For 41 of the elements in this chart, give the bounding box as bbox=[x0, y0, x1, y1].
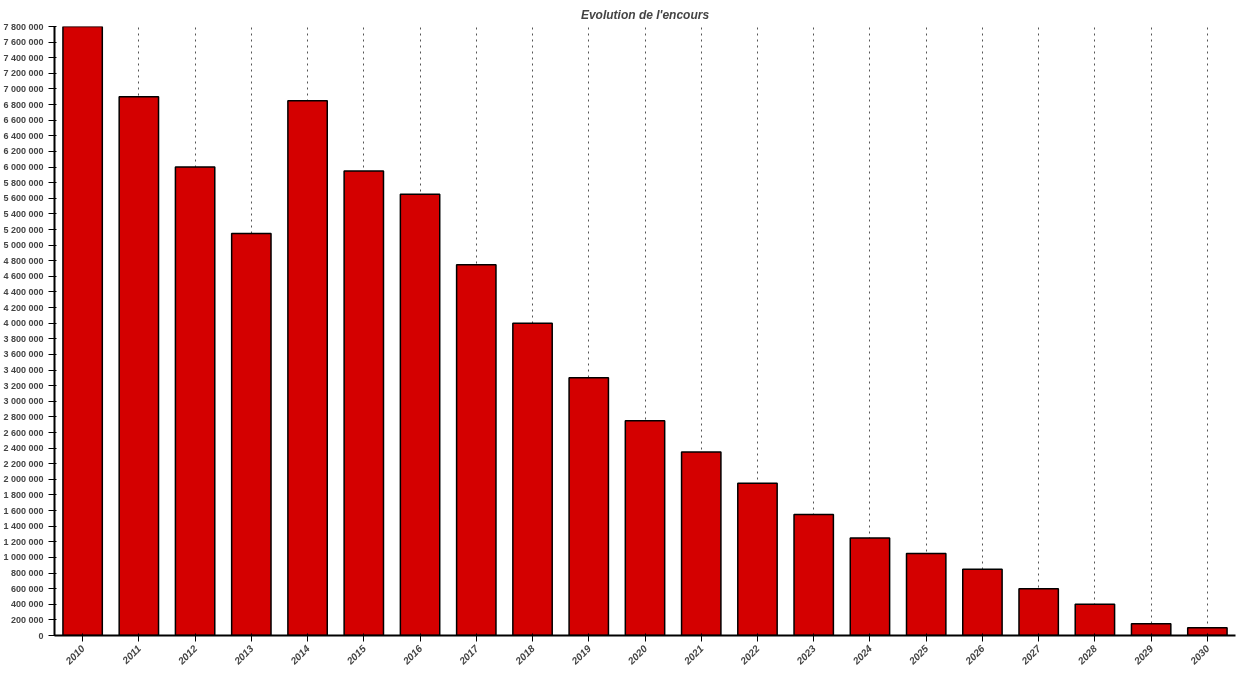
y-tick-label: 4 200 000 bbox=[3, 302, 44, 313]
y-tick-label: 6 400 000 bbox=[3, 130, 44, 141]
y-tick-label: 5 800 000 bbox=[3, 177, 44, 188]
y-tick-label: 3 400 000 bbox=[3, 365, 44, 376]
y-tick-label: 2 600 000 bbox=[3, 427, 44, 438]
y-tick-label: 1 400 000 bbox=[3, 521, 44, 532]
y-tick-label: 6 800 000 bbox=[3, 99, 44, 110]
y-tick-label: 7 000 000 bbox=[3, 83, 44, 94]
y-tick-label: 2 800 000 bbox=[3, 411, 44, 422]
y-tick-label: 5 000 000 bbox=[3, 240, 44, 251]
y-tick-label: 5 600 000 bbox=[3, 193, 44, 204]
y-tick-label: 1 800 000 bbox=[3, 489, 44, 500]
y-tick-label: 3 800 000 bbox=[3, 333, 44, 344]
y-tick-label: 5 200 000 bbox=[3, 224, 44, 235]
y-tick-label: 3 200 000 bbox=[3, 380, 44, 391]
y-tick-label: 7 200 000 bbox=[3, 68, 44, 79]
y-tick-label: 0 bbox=[38, 630, 44, 641]
y-tick-label: 7 400 000 bbox=[3, 52, 44, 63]
y-tick-label: 6 200 000 bbox=[3, 146, 44, 157]
y-tick-label: 6 000 000 bbox=[3, 162, 44, 173]
y-tick-label: 1 200 000 bbox=[3, 536, 44, 547]
y-tick-label: 4 400 000 bbox=[3, 286, 44, 297]
y-tick-label: 7 800 000 bbox=[3, 21, 44, 32]
y-tick-label: 3 000 000 bbox=[3, 396, 44, 407]
y-tick-label: 2 000 000 bbox=[3, 474, 44, 485]
y-tick-label: 4 000 000 bbox=[3, 318, 44, 329]
y-tick-label: 800 000 bbox=[10, 568, 44, 579]
y-tick-label: 4 800 000 bbox=[3, 255, 44, 266]
y-tick-label: 400 000 bbox=[10, 599, 44, 610]
chart-title: Evolution de l'encours bbox=[580, 7, 710, 22]
y-tick-label: 4 600 000 bbox=[3, 271, 44, 282]
y-tick-label: 2 400 000 bbox=[3, 443, 44, 454]
y-tick-label: 600 000 bbox=[10, 583, 44, 594]
y-tick-label: 1 600 000 bbox=[3, 505, 44, 516]
y-tick-label: 2 200 000 bbox=[3, 458, 44, 469]
y-tick-label: 7 600 000 bbox=[3, 37, 44, 48]
y-tick-label: 200 000 bbox=[10, 614, 44, 625]
y-tick-label: 5 400 000 bbox=[3, 208, 44, 219]
y-tick-label: 6 600 000 bbox=[3, 115, 44, 126]
y-tick-label: 1 000 000 bbox=[3, 552, 44, 563]
y-tick-label: 3 600 000 bbox=[3, 349, 44, 360]
